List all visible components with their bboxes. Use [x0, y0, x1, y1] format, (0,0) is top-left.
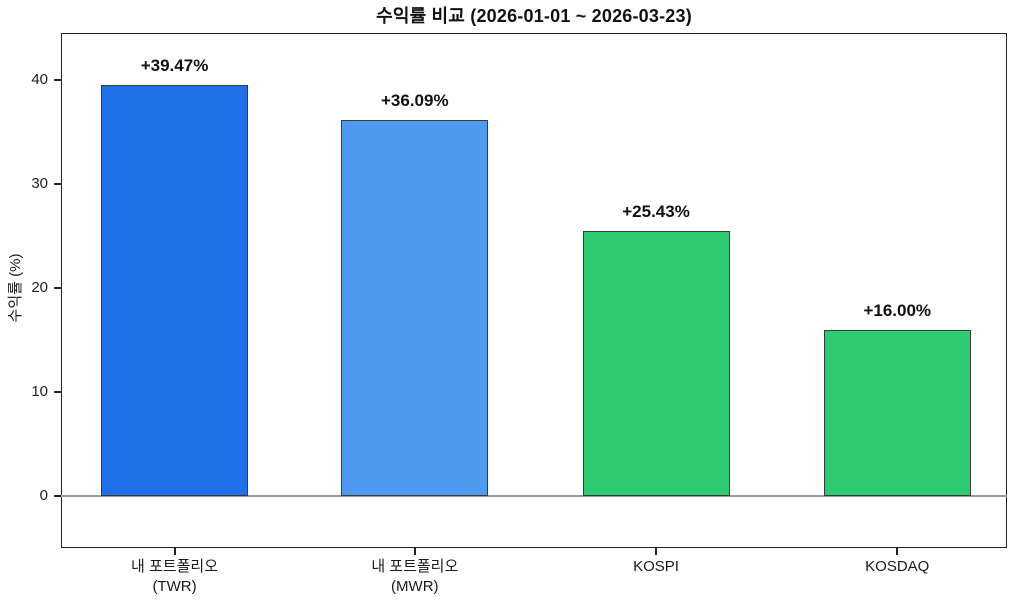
x-tick-mark: [413, 548, 416, 555]
y-tick-label: 10: [31, 382, 48, 400]
x-tick-label-2: 내 포트폴리오 (MWR): [371, 558, 459, 595]
bar-value-label-4: +16.00%: [863, 300, 932, 320]
zero-line: [61, 494, 1007, 497]
y-tick-mark: [54, 286, 61, 289]
y-tick-label: 0: [39, 486, 48, 504]
bar-value-label-3: +25.43%: [622, 202, 690, 222]
bar-2: [341, 120, 489, 496]
bar-1: [101, 85, 249, 496]
x-tick-mark: [896, 548, 899, 555]
x-tick-label-4: KOSDAQ: [865, 558, 930, 575]
bar-3: [582, 231, 730, 496]
y-tick-mark: [54, 78, 61, 81]
y-tick-label: 20: [31, 278, 48, 296]
chart-title: 수익률 비교 (2026-01-01 ~ 2026-03-23): [376, 6, 692, 26]
bar-4: [823, 329, 971, 496]
bar-value-label-2: +36.09%: [381, 91, 449, 111]
y-tick-label: 40: [31, 70, 48, 88]
x-tick-mark: [655, 548, 658, 555]
y-tick-mark: [54, 390, 61, 393]
x-tick-label-1: 내 포트폴리오 (TWR): [131, 558, 218, 595]
y-tick-mark: [54, 182, 61, 185]
x-tick-mark: [173, 548, 176, 555]
bar-value-label-1: +39.47%: [140, 56, 209, 76]
x-tick-label-3: KOSPI: [633, 558, 679, 575]
y-tick-mark: [54, 494, 61, 497]
y-tick-label: 30: [31, 174, 48, 192]
